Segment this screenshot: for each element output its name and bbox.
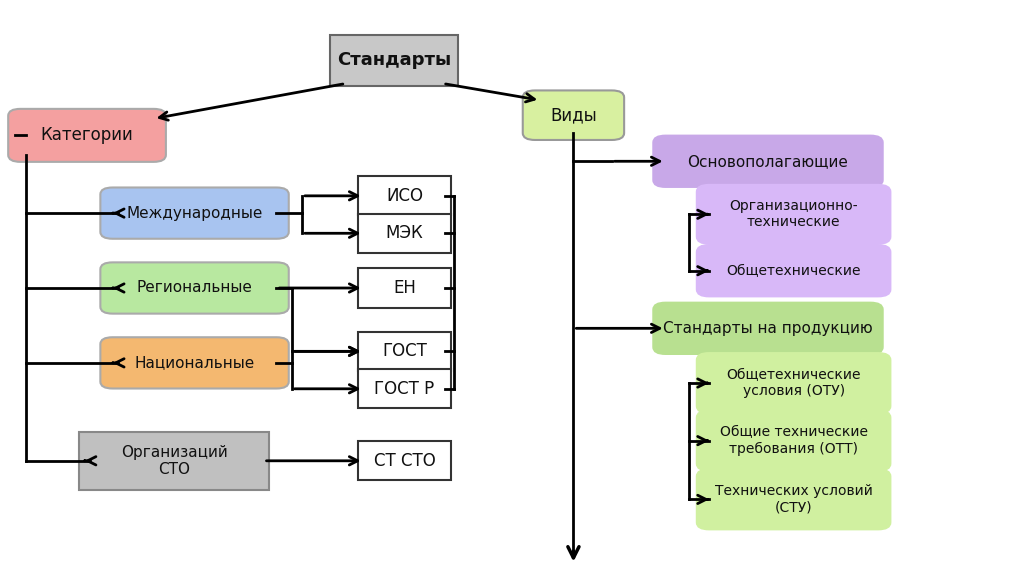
Text: Региональные: Региональные bbox=[136, 281, 253, 295]
FancyBboxPatch shape bbox=[358, 214, 451, 253]
Text: МЭК: МЭК bbox=[386, 224, 423, 242]
FancyBboxPatch shape bbox=[358, 332, 451, 371]
FancyBboxPatch shape bbox=[100, 263, 289, 313]
FancyBboxPatch shape bbox=[653, 136, 883, 187]
Text: Стандарты: Стандарты bbox=[337, 51, 452, 70]
Text: ЕН: ЕН bbox=[393, 279, 416, 297]
Text: ИСО: ИСО bbox=[386, 187, 423, 205]
Text: Национальные: Национальные bbox=[134, 355, 255, 370]
FancyBboxPatch shape bbox=[358, 176, 451, 215]
FancyBboxPatch shape bbox=[523, 90, 625, 140]
Text: Технических условий
(СТУ): Технических условий (СТУ) bbox=[715, 484, 872, 514]
FancyBboxPatch shape bbox=[358, 268, 451, 308]
Text: СТ СТО: СТ СТО bbox=[374, 452, 435, 470]
FancyBboxPatch shape bbox=[696, 185, 890, 244]
FancyBboxPatch shape bbox=[696, 411, 890, 471]
FancyBboxPatch shape bbox=[696, 469, 890, 529]
Text: Основополагающие: Основополагающие bbox=[687, 154, 849, 169]
Text: ГОСТ Р: ГОСТ Р bbox=[375, 380, 434, 398]
FancyBboxPatch shape bbox=[100, 188, 289, 239]
Text: Организаций
СТО: Организаций СТО bbox=[121, 445, 227, 477]
Text: Организационно-
технические: Организационно- технические bbox=[729, 199, 858, 229]
FancyBboxPatch shape bbox=[653, 303, 883, 354]
FancyBboxPatch shape bbox=[696, 245, 890, 296]
FancyBboxPatch shape bbox=[696, 353, 890, 413]
Text: Общетехнические
условия (ОТУ): Общетехнические условия (ОТУ) bbox=[726, 368, 861, 398]
FancyBboxPatch shape bbox=[80, 432, 268, 490]
Text: Общетехнические: Общетехнические bbox=[726, 264, 861, 278]
FancyBboxPatch shape bbox=[100, 338, 289, 389]
Text: ГОСТ: ГОСТ bbox=[382, 342, 427, 361]
FancyBboxPatch shape bbox=[358, 369, 451, 408]
Text: Категории: Категории bbox=[41, 126, 133, 145]
Text: Стандарты на продукцию: Стандарты на продукцию bbox=[664, 321, 872, 336]
Text: Общие технические
требования (ОТТ): Общие технические требования (ОТТ) bbox=[720, 426, 867, 456]
FancyBboxPatch shape bbox=[8, 109, 166, 162]
Text: Виды: Виды bbox=[550, 106, 597, 124]
Text: Международные: Международные bbox=[126, 206, 263, 221]
FancyBboxPatch shape bbox=[330, 35, 459, 86]
FancyBboxPatch shape bbox=[358, 441, 451, 480]
